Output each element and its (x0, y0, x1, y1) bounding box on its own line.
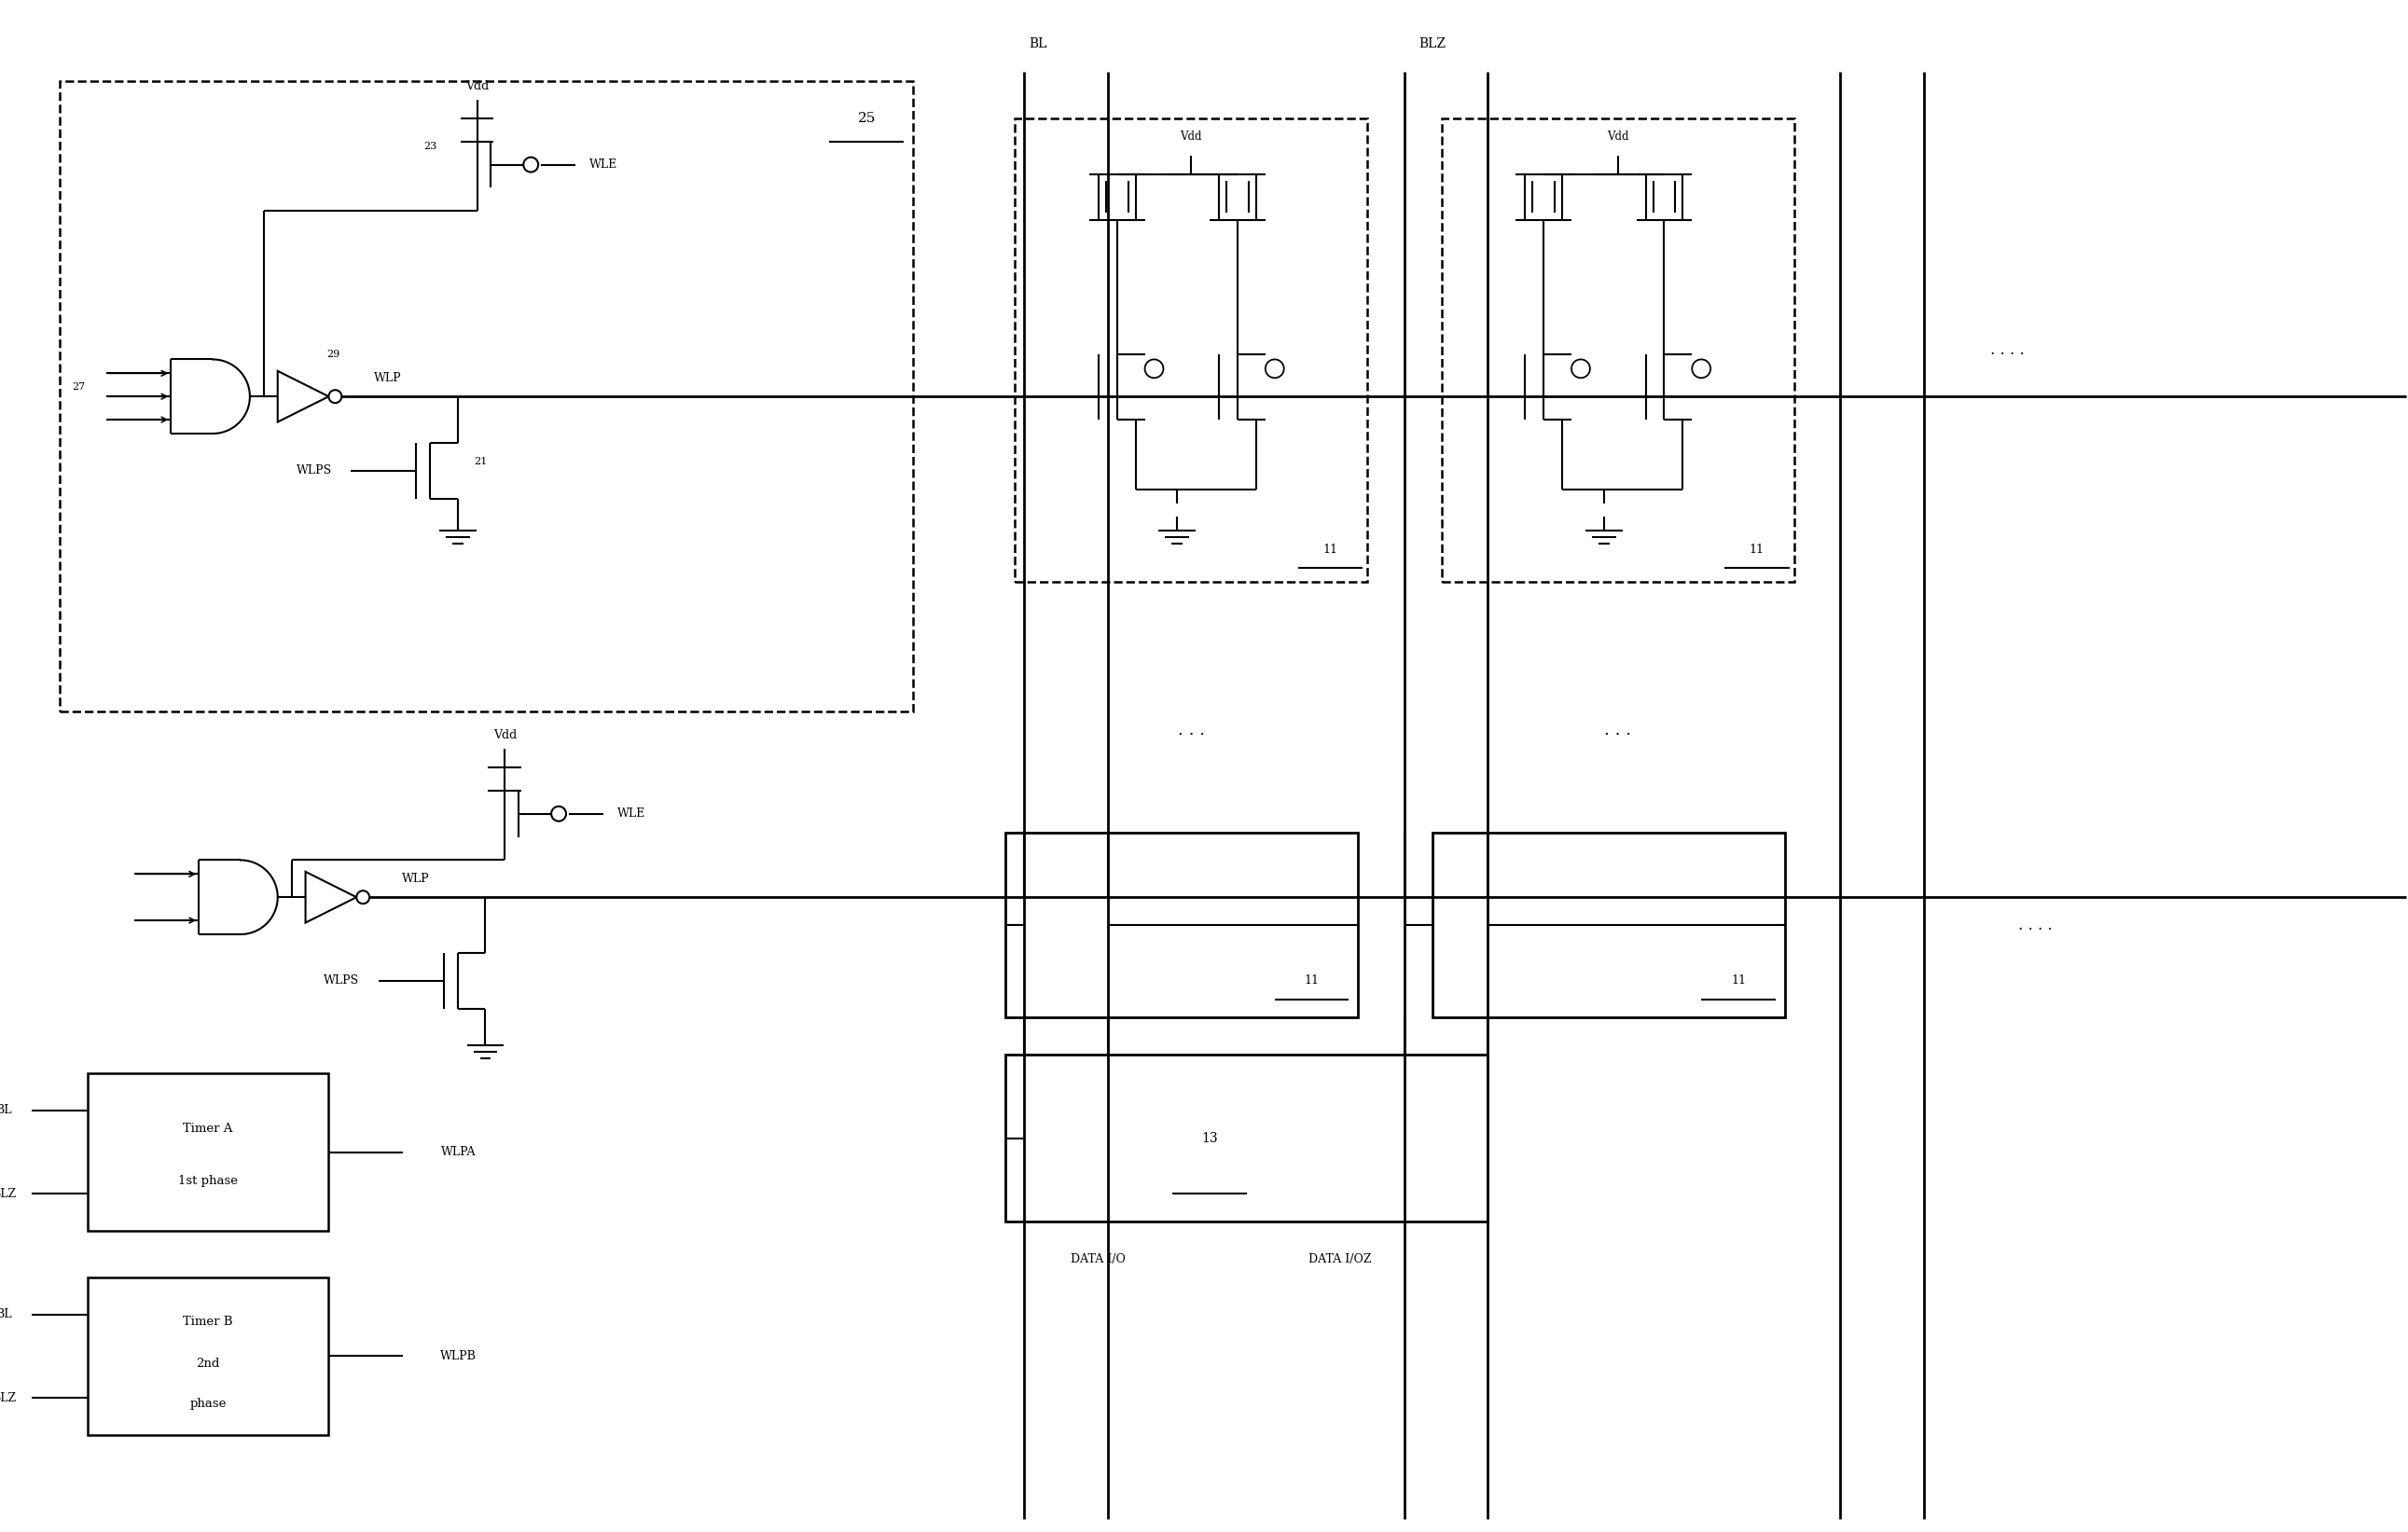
Text: 2nd: 2nd (197, 1357, 219, 1370)
Text: Vdd: Vdd (1606, 130, 1628, 142)
Text: BLZ: BLZ (0, 1393, 17, 1403)
Text: . . . .: . . . . (1989, 342, 2025, 358)
Bar (60, 81, 913, 712)
Text: 13: 13 (1202, 1132, 1218, 1144)
Bar (87, 1278, 327, 1435)
Bar (1442, 118, 1794, 582)
Text: 21: 21 (474, 457, 486, 466)
Text: BLZ: BLZ (0, 1187, 17, 1200)
Text: WLPB: WLPB (441, 1350, 477, 1362)
Text: 11: 11 (1322, 544, 1339, 556)
Text: phase: phase (190, 1397, 226, 1409)
Text: 1st phase: 1st phase (178, 1175, 238, 1187)
Bar (1007, 1056, 1488, 1221)
Bar (87, 1074, 327, 1232)
Text: WLE: WLE (590, 159, 616, 170)
Text: . . .: . . . (1178, 722, 1204, 738)
Text: Vdd: Vdd (465, 80, 489, 92)
Bar (1433, 832, 1784, 1017)
Text: 11: 11 (1731, 974, 1746, 987)
Text: Vdd: Vdd (1180, 130, 1202, 142)
Text: Timer A: Timer A (183, 1123, 234, 1135)
Text: 23: 23 (424, 141, 438, 150)
Text: DATA I/OZ: DATA I/OZ (1308, 1253, 1370, 1265)
Text: WLE: WLE (616, 807, 645, 820)
Text: WLPA: WLPA (441, 1146, 477, 1158)
Text: 27: 27 (72, 383, 84, 392)
Text: BL: BL (1028, 38, 1047, 51)
Text: 11: 11 (1305, 974, 1320, 987)
Text: Vdd: Vdd (494, 729, 518, 741)
Text: WLPS: WLPS (325, 974, 359, 987)
Text: BL: BL (0, 1308, 12, 1321)
Text: . . . .: . . . . (2018, 918, 2052, 933)
Bar (1016, 118, 1368, 582)
Text: 11: 11 (1751, 544, 1765, 556)
Text: WLPS: WLPS (296, 464, 332, 476)
Text: WLP: WLP (373, 372, 402, 385)
Text: DATA I/O: DATA I/O (1072, 1253, 1127, 1265)
Text: BLZ: BLZ (1418, 38, 1445, 51)
Text: 25: 25 (857, 112, 877, 124)
Text: WLP: WLP (402, 873, 429, 884)
Text: 29: 29 (327, 351, 340, 360)
Text: Timer B: Timer B (183, 1316, 234, 1328)
Bar (1007, 832, 1358, 1017)
Text: BL: BL (0, 1105, 12, 1117)
Text: . . .: . . . (1604, 722, 1630, 738)
